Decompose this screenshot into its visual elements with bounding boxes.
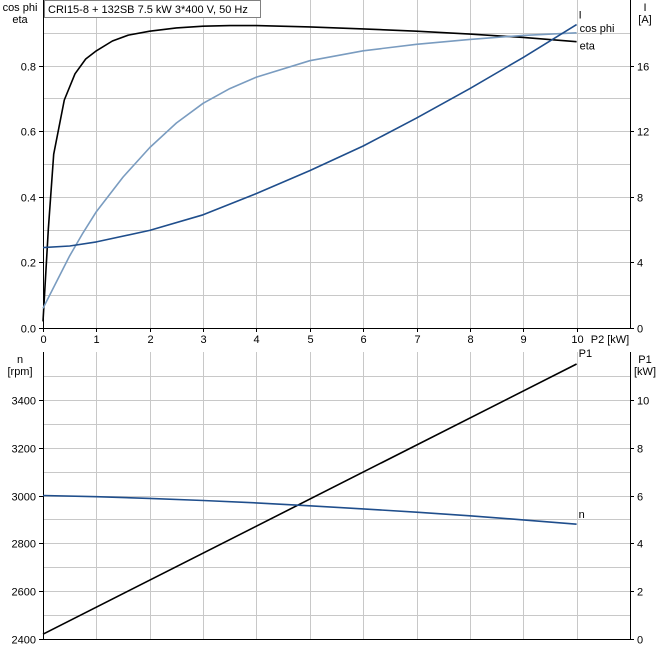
series-label: n — [579, 509, 585, 521]
x-tick-label: 3 — [200, 334, 206, 346]
x-tick-label: 6 — [360, 334, 366, 346]
right-axis-title: I — [643, 2, 646, 14]
right-tick-label: 12 — [637, 127, 649, 139]
right-tick-label: 0 — [637, 635, 643, 647]
x-tick-label: 0 — [40, 334, 46, 346]
left-axis-unit: [rpm] — [7, 366, 32, 378]
speed-power-panel: 2400260028003000320034000246810n[rpm]P1[… — [7, 348, 656, 647]
series-label: cos phi — [580, 23, 615, 35]
left-tick-label: 2400 — [12, 635, 36, 647]
series-label: eta — [580, 41, 596, 53]
x-tick-label: 4 — [253, 334, 259, 346]
left-tick-label: 3000 — [12, 492, 36, 504]
x-axis-title: P2 [kW] — [591, 334, 630, 346]
right-tick-label: 6 — [637, 492, 643, 504]
left-axis-unit: eta — [12, 14, 28, 26]
left-axis-title: cos phi — [3, 2, 38, 14]
left-tick-label: 3200 — [12, 444, 36, 456]
x-tick-label: 1 — [93, 334, 99, 346]
right-tick-label: 4 — [637, 539, 643, 551]
left-tick-label: 0.8 — [21, 62, 36, 74]
x-tick-label: 5 — [307, 334, 313, 346]
x-tick-label: 9 — [520, 334, 526, 346]
title-box — [44, 0, 261, 18]
chart-title: CRI15-8 + 132SB 7.5 kW 3*400 V, 50 Hz — [48, 4, 248, 16]
left-tick-label: 2600 — [12, 587, 36, 599]
right-tick-label: 2 — [637, 587, 643, 599]
x-tick-label: 10 — [571, 334, 583, 346]
series-line-cos-phi — [42, 32, 577, 309]
right-axis-title: P1 — [638, 354, 651, 366]
left-tick-label: 3400 — [12, 396, 36, 408]
x-tick-label: 7 — [414, 334, 420, 346]
right-tick-label: 8 — [637, 444, 643, 456]
left-tick-label: 0.6 — [21, 127, 36, 139]
series-line-I — [42, 23, 578, 249]
series-line-P1 — [42, 363, 577, 635]
right-axis-unit: [kW] — [634, 366, 656, 378]
series-line-n — [42, 494, 577, 525]
series-line-eta — [42, 24, 577, 322]
x-tick-label: 2 — [147, 334, 153, 346]
series-label: I — [579, 10, 582, 22]
left-tick-label: 0.4 — [21, 193, 36, 205]
right-axis-unit: [A] — [638, 14, 651, 26]
left-tick-label: 0.2 — [21, 258, 36, 270]
left-axis-title: n — [17, 354, 23, 366]
left-tick-label: 0.0 — [21, 324, 36, 336]
right-tick-label: 10 — [637, 396, 649, 408]
right-tick-label: 0 — [637, 324, 643, 336]
right-tick-label: 8 — [637, 193, 643, 205]
left-tick-label: 2800 — [12, 539, 36, 551]
series-label: P1 — [579, 348, 592, 360]
right-tick-label: 4 — [637, 258, 643, 270]
x-tick-label: 8 — [467, 334, 473, 346]
right-tick-label: 16 — [637, 62, 649, 74]
